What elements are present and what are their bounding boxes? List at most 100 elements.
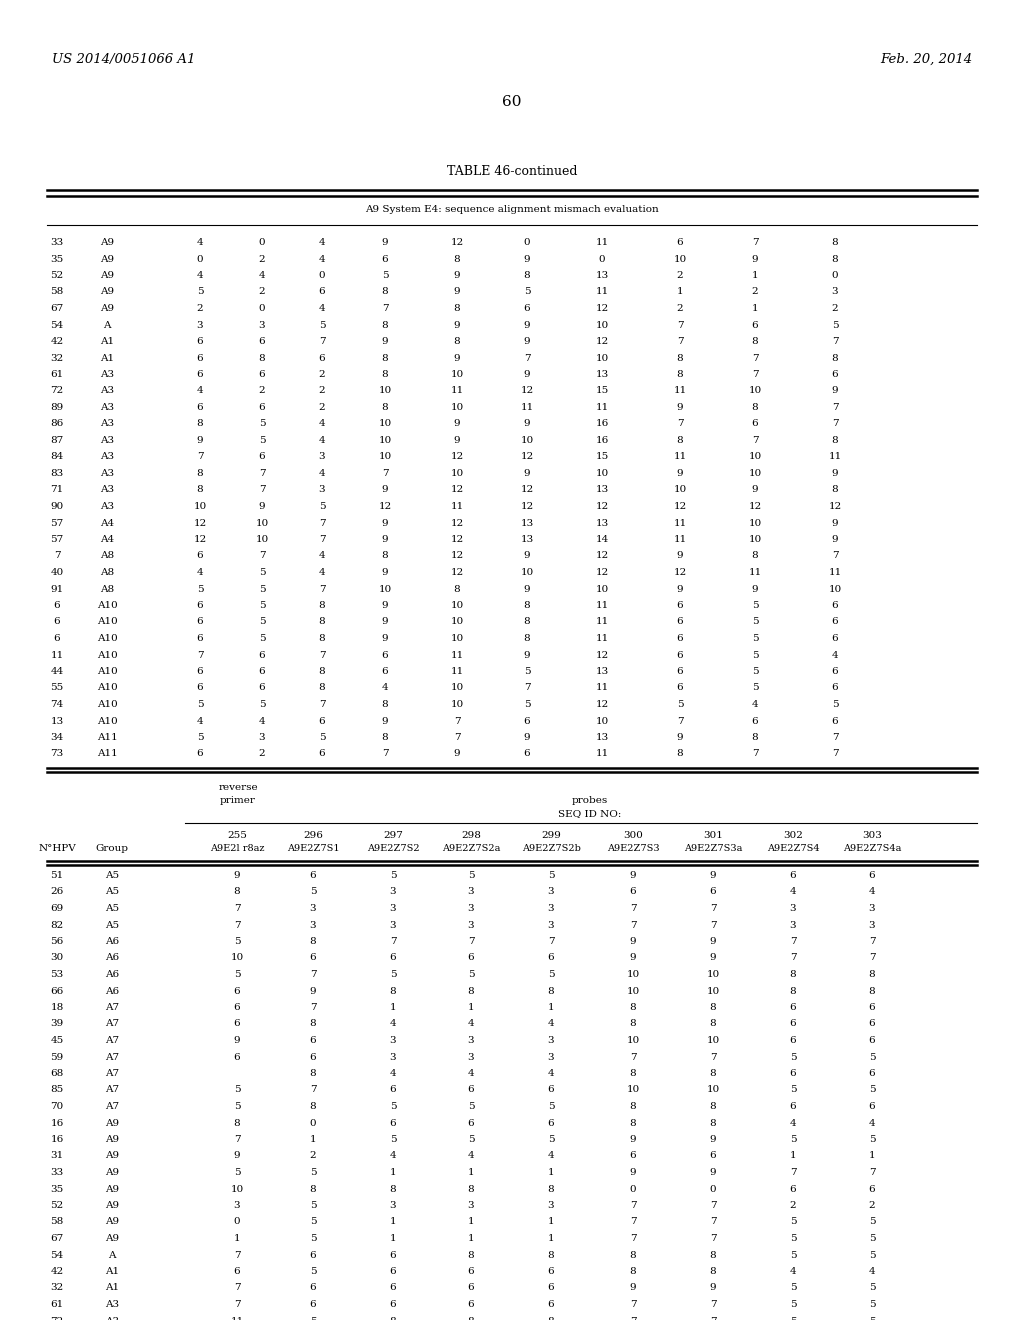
Text: 12: 12 [674,568,687,577]
Text: 5: 5 [868,1135,876,1144]
Text: 5: 5 [523,288,530,297]
Text: A7: A7 [104,1019,119,1028]
Text: 9: 9 [630,953,636,962]
Text: 72: 72 [50,1316,63,1320]
Text: 8: 8 [677,354,683,363]
Text: 10: 10 [828,585,842,594]
Text: 10: 10 [749,535,762,544]
Text: A9E2Z7S4a: A9E2Z7S4a [843,843,901,853]
Text: 5: 5 [868,1300,876,1309]
Text: 61: 61 [50,1300,63,1309]
Text: 1: 1 [548,1168,554,1177]
Text: 8: 8 [831,436,839,445]
Text: 9: 9 [677,469,683,478]
Text: 0: 0 [599,255,605,264]
Text: 8: 8 [548,1184,554,1193]
Text: 39: 39 [50,1019,63,1028]
Text: A5: A5 [104,871,119,880]
Text: 4: 4 [752,700,759,709]
Text: 5: 5 [259,618,265,627]
Text: 6: 6 [233,1003,241,1012]
Text: 13: 13 [595,733,608,742]
Text: 6: 6 [468,1283,474,1292]
Text: 4: 4 [868,1267,876,1276]
Text: 7: 7 [630,1234,636,1243]
Text: A10: A10 [96,601,118,610]
Text: 11: 11 [674,519,687,528]
Text: 6: 6 [677,238,683,247]
Text: 6: 6 [548,1085,554,1094]
Text: 9: 9 [523,321,530,330]
Text: 10: 10 [595,321,608,330]
Text: 7: 7 [454,717,461,726]
Text: 1: 1 [677,288,683,297]
Text: 9: 9 [630,1168,636,1177]
Text: 6: 6 [468,1118,474,1127]
Text: A9: A9 [104,1217,119,1226]
Text: 4: 4 [318,436,326,445]
Text: 12: 12 [451,519,464,528]
Text: 7: 7 [382,469,388,478]
Text: 0: 0 [523,238,530,247]
Text: 11: 11 [520,403,534,412]
Text: 11: 11 [595,288,608,297]
Text: US 2014/0051066 A1: US 2014/0051066 A1 [52,53,196,66]
Text: 9: 9 [677,403,683,412]
Text: 8: 8 [382,733,388,742]
Text: 6: 6 [233,1052,241,1061]
Text: 7: 7 [233,1283,241,1292]
Text: 5: 5 [259,420,265,429]
Text: 6: 6 [868,1069,876,1078]
Text: A10: A10 [96,700,118,709]
Text: 5: 5 [868,1283,876,1292]
Text: 6: 6 [523,304,530,313]
Text: 12: 12 [828,502,842,511]
Text: 6: 6 [318,717,326,726]
Text: A11: A11 [96,750,118,759]
Text: 8: 8 [309,937,316,946]
Text: 5: 5 [548,1102,554,1111]
Text: A5: A5 [104,920,119,929]
Text: 6: 6 [309,871,316,880]
Text: 9: 9 [677,585,683,594]
Text: 7: 7 [318,700,326,709]
Text: 6: 6 [752,420,759,429]
Text: 9: 9 [752,255,759,264]
Text: 8: 8 [318,601,326,610]
Text: 42: 42 [50,337,63,346]
Text: 6: 6 [233,1267,241,1276]
Text: 9: 9 [382,238,388,247]
Text: 11: 11 [595,601,608,610]
Text: 7: 7 [259,486,265,495]
Text: 9: 9 [523,552,530,561]
Text: A9 System E4: sequence alignment mismach evaluation: A9 System E4: sequence alignment mismach… [366,205,658,214]
Text: 61: 61 [50,370,63,379]
Text: 8: 8 [309,1184,316,1193]
Text: 0: 0 [259,304,265,313]
Text: 5: 5 [259,634,265,643]
Text: 4: 4 [390,1151,396,1160]
Text: 3: 3 [318,453,326,462]
Text: 7: 7 [318,585,326,594]
Text: 3: 3 [548,904,554,913]
Text: 5: 5 [790,1135,797,1144]
Text: 5: 5 [468,1135,474,1144]
Text: 5: 5 [259,700,265,709]
Text: 45: 45 [50,1036,63,1045]
Text: 6: 6 [382,651,388,660]
Text: 11: 11 [595,684,608,693]
Text: 8: 8 [548,1316,554,1320]
Text: 1: 1 [752,271,759,280]
Text: 34: 34 [50,733,63,742]
Text: 6: 6 [790,871,797,880]
Text: 255: 255 [227,832,247,840]
Text: 11: 11 [595,750,608,759]
Text: 7: 7 [318,337,326,346]
Text: 12: 12 [595,304,608,313]
Text: reverse: reverse [218,783,258,792]
Text: 7: 7 [630,1300,636,1309]
Text: 4: 4 [318,469,326,478]
Text: 7: 7 [710,1201,717,1210]
Text: 6: 6 [790,1003,797,1012]
Text: 5: 5 [790,1250,797,1259]
